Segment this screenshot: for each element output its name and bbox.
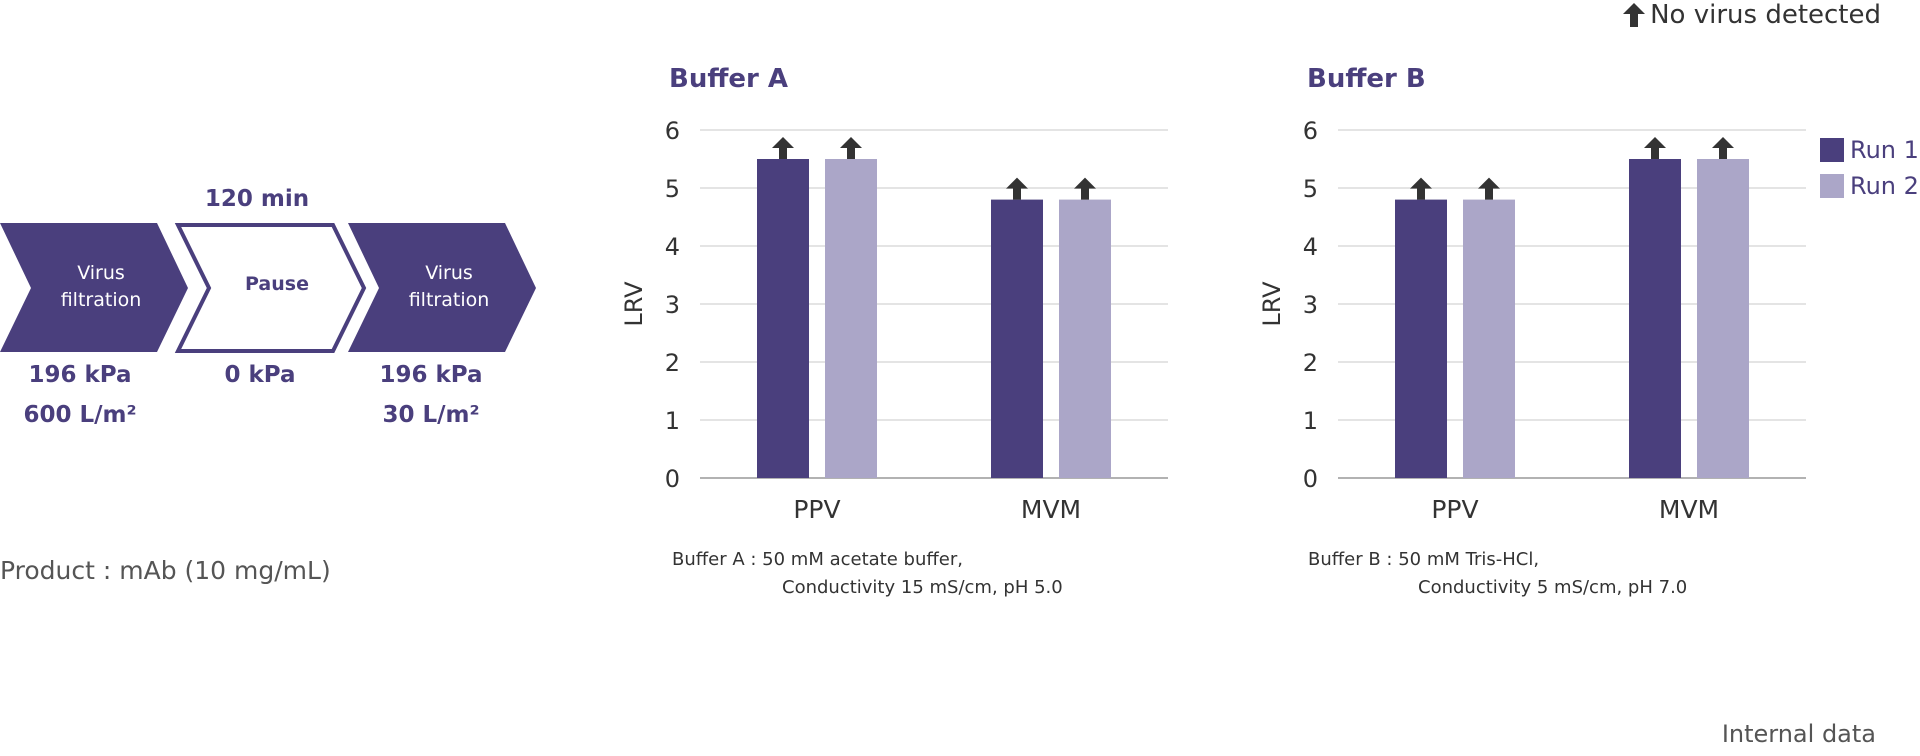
chart-a-no-virus-arrow-icon (772, 137, 794, 159)
chart-a-y-tick-label: 1 (665, 407, 680, 435)
flow-step-2-chevron (174, 223, 367, 353)
chart-a-x-tick-label: MVM (1021, 495, 1081, 524)
flow-step-1-pressure: 196 kPa (28, 362, 132, 388)
chart-b-y-axis-label: LRV (1258, 281, 1286, 327)
flow-step-2-pressure: 0 kPa (224, 362, 296, 388)
chart-b-bar-mvm-run1 (1629, 159, 1681, 478)
no-virus-detected-label: No virus detected (1650, 0, 1881, 30)
chart-a-bar-ppv-run1 (757, 159, 809, 478)
flow-step-1-label-line2: filtration (60, 289, 142, 311)
flow-step-1-chevron (0, 223, 188, 352)
chart-a-caption: Buffer A : 50 mM acetate buffer, Conduct… (672, 546, 1063, 602)
chart-b-no-virus-arrow-icon (1410, 177, 1432, 200)
chart-a-no-virus-arrow-icon (1006, 177, 1028, 200)
flow-step-3-label-line1: Virus (425, 262, 473, 284)
process-flow-shapes (0, 223, 536, 353)
chart-a-y-tick-label: 0 (665, 465, 680, 493)
chart-b-title: Buffer B (1307, 64, 1426, 94)
chart-b-no-virus-arrow-icon (1712, 137, 1734, 159)
chart-b: 0 1 2 3 4 5 6 LRV PPV MVM (1258, 117, 1806, 524)
chart-a-y-tick-label: 6 (665, 117, 680, 145)
flow-step-3-volume: 30 L/m² (382, 402, 480, 428)
no-virus-detected-note: No virus detected (1622, 0, 1881, 30)
chart-b-y-tick-label: 0 (1303, 465, 1318, 493)
process-flow: Virus filtration Pause Virus filtration … (0, 185, 560, 428)
chart-a-y-axis-label: LRV (620, 281, 648, 327)
chart-b-no-virus-arrow-icon (1478, 177, 1500, 200)
chart-a-y-tick-label: 4 (665, 233, 680, 261)
legend-swatch-run2 (1820, 174, 1844, 198)
chart-b-caption-line2: Conductivity 5 mS/cm, pH 7.0 (1418, 577, 1688, 598)
chart-b-y-tick-label: 2 (1303, 349, 1318, 377)
chart-b-y-tick-label: 1 (1303, 407, 1318, 435)
up-arrow-icon (1623, 3, 1646, 27)
flow-step-3-pressure: 196 kPa (379, 362, 483, 388)
chart-b-bar-ppv-run1 (1395, 199, 1447, 478)
legend-label-run1: Run 1 (1850, 136, 1919, 164)
legend-swatch-run1 (1820, 138, 1844, 162)
chart-b-caption-line1: Buffer B : 50 mM Tris-HCl, (1308, 549, 1540, 570)
chart-a-x-tick-label: PPV (793, 495, 840, 524)
chart-b-no-virus-arrow-icon (1644, 137, 1666, 159)
flow-step-1-volume: 600 L/m² (23, 402, 137, 428)
flow-step-3-chevron (348, 223, 536, 352)
chart-a-y-tick-label: 2 (665, 349, 680, 377)
chart-b-x-tick-label: MVM (1659, 495, 1719, 524)
flow-step-3-label: Virus filtration (386, 260, 512, 314)
chart-b-bar-mvm-run2 (1697, 159, 1749, 478)
chart-a-caption-line1: Buffer A : 50 mM acetate buffer, (672, 549, 963, 570)
flow-step-1-label: Virus filtration (38, 260, 164, 314)
chart-b-y-tick-label: 6 (1303, 117, 1318, 145)
chart-a-bar-ppv-run2 (825, 159, 877, 478)
chart-b-x-tick-label: PPV (1431, 495, 1478, 524)
chart-a: 0 1 2 3 4 5 6 LRV PPV MVM (620, 117, 1168, 524)
flow-step-1-label-line1: Virus (77, 262, 125, 284)
flow-step-2-label: Pause (245, 273, 309, 295)
internal-data-note: Internal data (1721, 720, 1876, 748)
chart-a-y-tick-label: 3 (665, 291, 680, 319)
chart-b-caption: Buffer B : 50 mM Tris-HCl, Conductivity … (1308, 546, 1687, 602)
chart-b-bar-ppv-run2 (1463, 199, 1515, 478)
chart-b-y-tick-label: 3 (1303, 291, 1318, 319)
chart-a-bar-mvm-run2 (1059, 199, 1111, 478)
chart-legend: Run 1 Run 2 (1820, 132, 1919, 204)
chart-a-title: Buffer A (669, 64, 789, 94)
flow-step-3-label-line2: filtration (408, 289, 490, 311)
chart-a-caption-line2: Conductivity 15 mS/cm, pH 5.0 (782, 577, 1063, 598)
pause-duration: 120 min (204, 186, 310, 212)
legend-label-run2: Run 2 (1850, 172, 1919, 200)
chart-a-no-virus-arrow-icon (840, 137, 862, 159)
chart-a-bar-mvm-run1 (991, 199, 1043, 478)
product-note: Product : mAb (10 mg/mL) (0, 556, 331, 585)
chart-b-y-tick-label: 4 (1303, 233, 1318, 261)
legend-item-run2: Run 2 (1820, 168, 1919, 204)
chart-b-y-tick-label: 5 (1303, 175, 1318, 203)
chart-a-y-tick-label: 5 (665, 175, 680, 203)
legend-item-run1: Run 1 (1820, 132, 1919, 168)
chart-a-no-virus-arrow-icon (1074, 177, 1096, 200)
